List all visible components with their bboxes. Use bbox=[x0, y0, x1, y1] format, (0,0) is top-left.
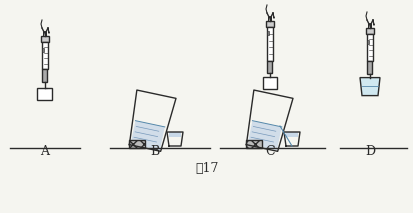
FancyBboxPatch shape bbox=[38, 88, 52, 100]
Bar bbox=[266, 27, 272, 61]
Bar bbox=[262, 77, 276, 89]
Text: 图17: 图17 bbox=[195, 162, 218, 175]
Bar bbox=[43, 69, 47, 82]
Bar bbox=[245, 140, 261, 148]
Polygon shape bbox=[285, 132, 297, 137]
Bar bbox=[366, 34, 372, 61]
Bar bbox=[42, 42, 48, 69]
Bar bbox=[267, 61, 272, 73]
Polygon shape bbox=[247, 121, 281, 150]
Polygon shape bbox=[169, 132, 180, 137]
Text: A: A bbox=[40, 145, 50, 158]
Bar bbox=[367, 61, 372, 74]
Text: D: D bbox=[364, 145, 374, 158]
Bar bbox=[129, 140, 145, 148]
Bar bbox=[366, 40, 369, 44]
Bar bbox=[266, 21, 273, 27]
Text: C: C bbox=[265, 145, 274, 158]
Text: B: B bbox=[150, 145, 159, 158]
Bar bbox=[41, 36, 49, 42]
Polygon shape bbox=[130, 121, 164, 150]
Bar bbox=[266, 31, 269, 35]
Bar bbox=[42, 48, 44, 52]
Bar bbox=[365, 28, 373, 34]
Polygon shape bbox=[359, 78, 379, 96]
